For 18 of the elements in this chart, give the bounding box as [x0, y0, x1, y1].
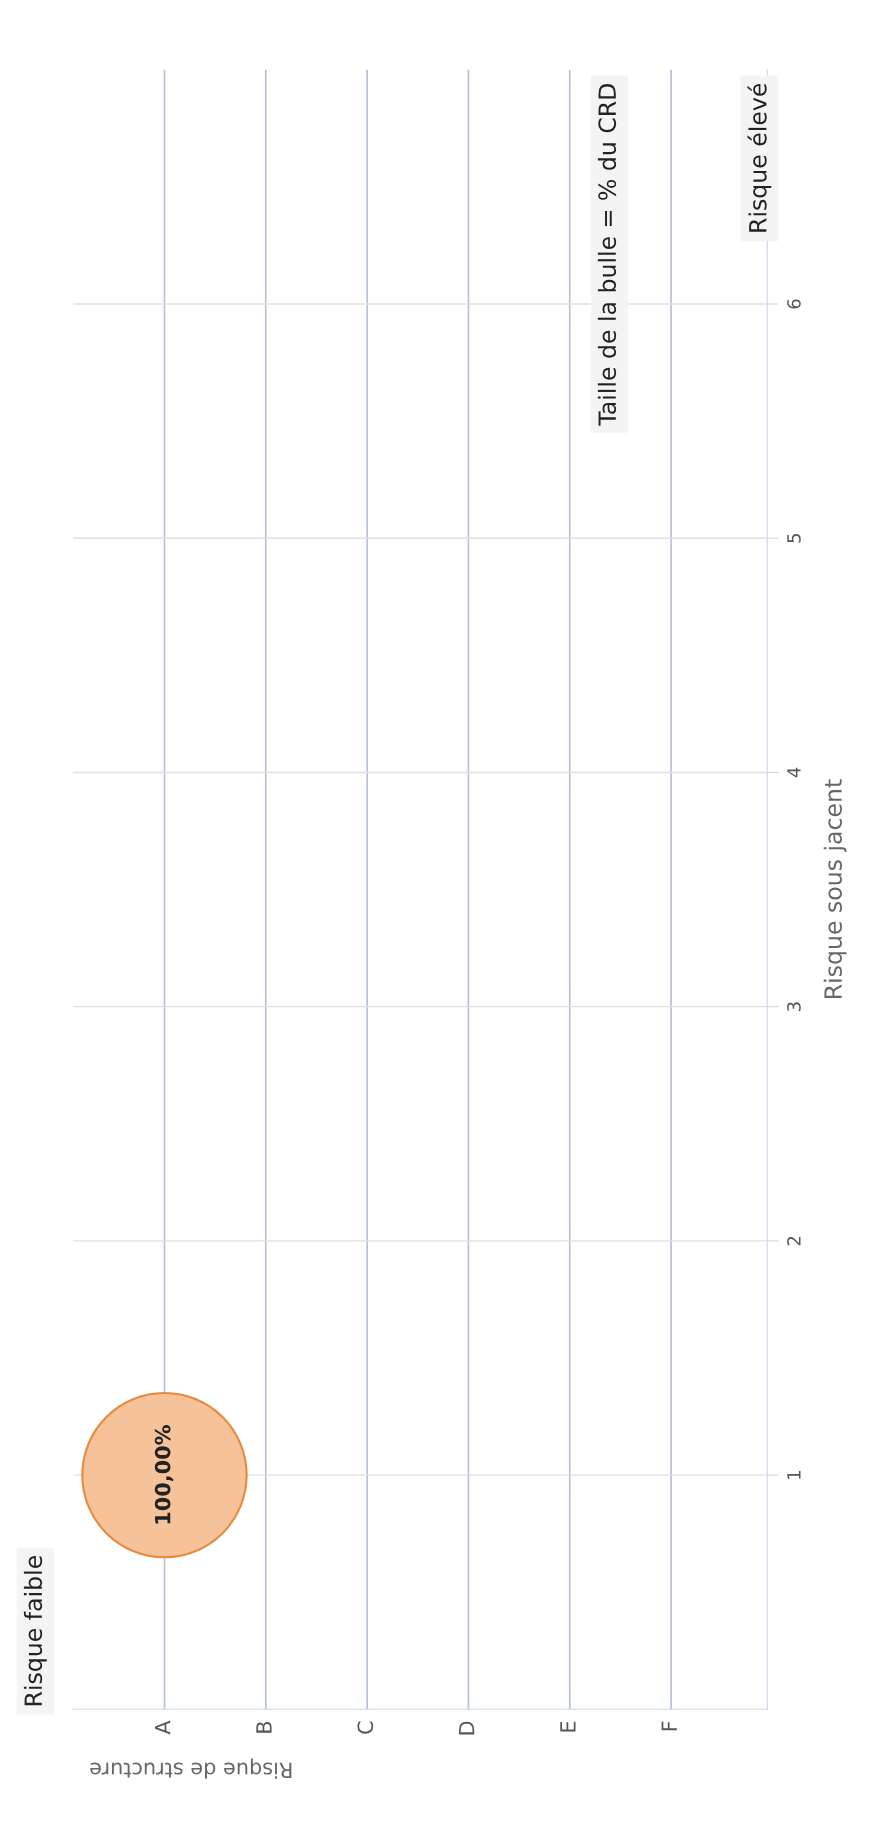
x-axis-title: Risque de structure: [90, 1758, 292, 1779]
x-tick-label: A: [155, 1720, 171, 1735]
y-tick-label: 5: [787, 534, 801, 543]
annotation: Taille de la bulle = % du CRD: [597, 84, 617, 426]
x-tick-label: E: [560, 1721, 576, 1732]
y-tick-label: 2: [787, 1236, 801, 1246]
y-tick-label: 4: [787, 767, 801, 778]
x-tick-label: B: [256, 1721, 272, 1733]
y-tick-label: 1: [787, 1471, 801, 1479]
x-tick-label: D: [458, 1721, 475, 1735]
x-tick-label: F: [661, 1721, 677, 1731]
annotation: Risque élevé: [747, 83, 772, 232]
y-axis-title: Risque sous jacent: [823, 779, 847, 998]
x-tick-label: C: [357, 1721, 374, 1734]
y-tick-label: 3: [787, 1002, 801, 1012]
text: Risque faible: [23, 1556, 47, 1706]
data-label: 100,00%: [154, 1425, 174, 1524]
y-tick-label: 6: [787, 299, 801, 309]
